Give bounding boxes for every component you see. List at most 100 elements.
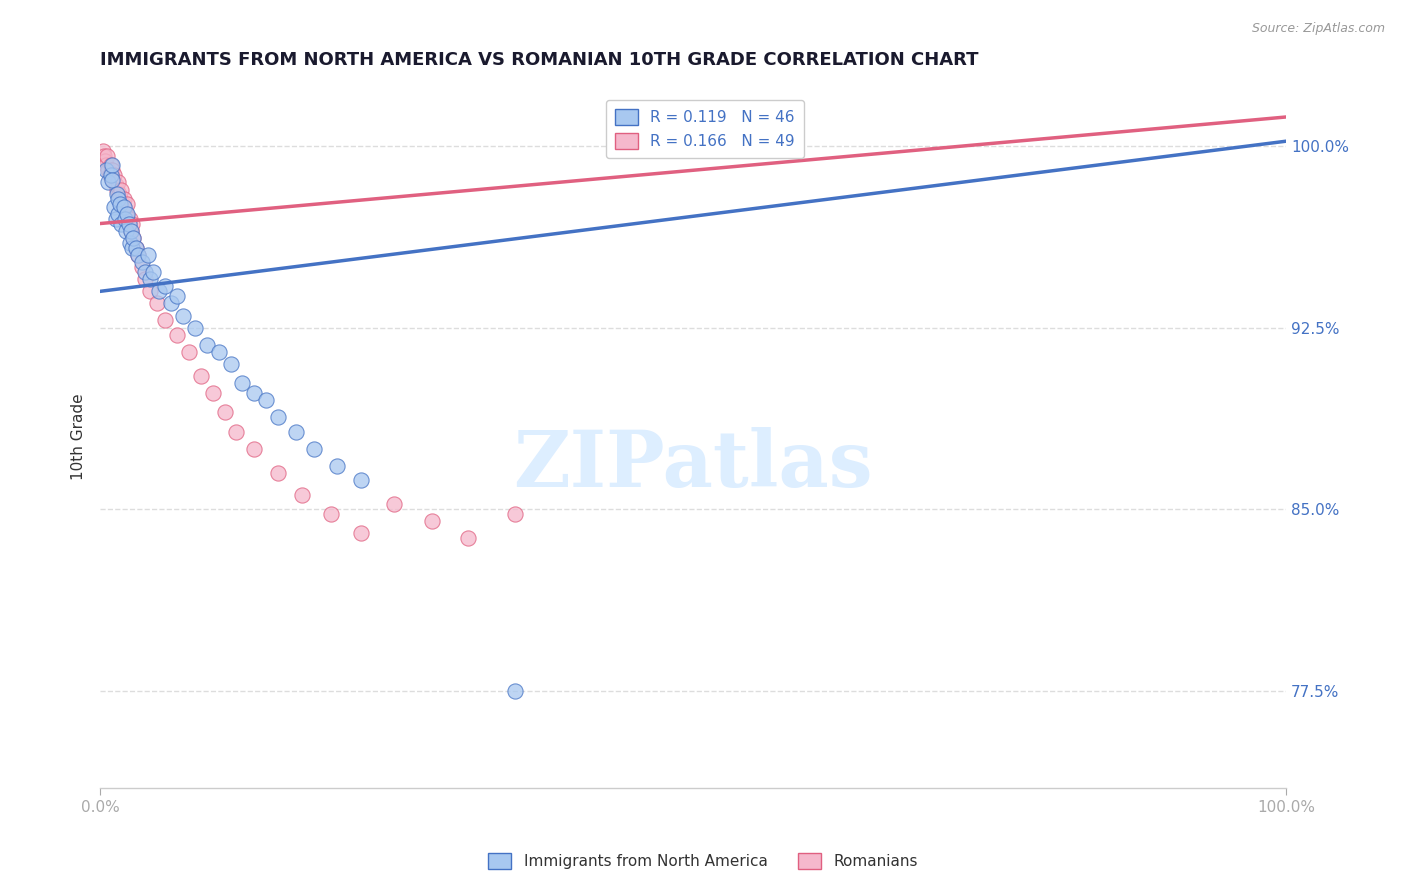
- Point: [503, 684, 526, 698]
- Point: [107, 207, 129, 221]
- Point: [125, 241, 148, 255]
- Point: [142, 265, 165, 279]
- Point: [115, 224, 138, 238]
- Point: [166, 289, 188, 303]
- Point: [155, 279, 177, 293]
- Point: [134, 272, 156, 286]
- Point: [101, 163, 124, 178]
- Point: [284, 425, 307, 439]
- Point: [201, 386, 224, 401]
- Point: [420, 515, 443, 529]
- Point: [110, 192, 132, 206]
- Point: [111, 197, 134, 211]
- Text: ZIPatlas: ZIPatlas: [513, 426, 873, 503]
- Point: [100, 158, 122, 172]
- Point: [101, 158, 124, 172]
- Point: [291, 488, 314, 502]
- Point: [120, 224, 142, 238]
- Point: [350, 473, 373, 487]
- Point: [503, 507, 526, 521]
- Point: [139, 285, 162, 299]
- Point: [117, 197, 139, 211]
- Text: IMMIGRANTS FROM NORTH AMERICA VS ROMANIAN 10TH GRADE CORRELATION CHART: IMMIGRANTS FROM NORTH AMERICA VS ROMANIA…: [100, 51, 979, 69]
- Point: [172, 309, 194, 323]
- Point: [243, 442, 266, 456]
- Point: [160, 296, 183, 310]
- Point: [117, 217, 139, 231]
- Point: [115, 207, 138, 221]
- Point: [101, 173, 124, 187]
- Point: [100, 168, 122, 182]
- Point: [121, 217, 143, 231]
- Point: [104, 211, 127, 226]
- Legend: Immigrants from North America, Romanians: Immigrants from North America, Romanians: [482, 847, 924, 875]
- Point: [219, 357, 242, 371]
- Point: [184, 320, 207, 334]
- Point: [105, 183, 128, 197]
- Point: [97, 163, 120, 178]
- Point: [231, 376, 253, 391]
- Point: [350, 526, 373, 541]
- Point: [118, 235, 141, 250]
- Point: [105, 187, 128, 202]
- Point: [326, 458, 349, 473]
- Point: [321, 507, 343, 521]
- Point: [195, 337, 218, 351]
- Point: [114, 202, 136, 216]
- Point: [146, 296, 169, 310]
- Point: [96, 149, 118, 163]
- Point: [108, 187, 131, 202]
- Point: [148, 285, 170, 299]
- Point: [177, 344, 200, 359]
- Point: [101, 173, 124, 187]
- Point: [127, 248, 149, 262]
- Point: [190, 369, 212, 384]
- Text: Source: ZipAtlas.com: Source: ZipAtlas.com: [1251, 22, 1385, 36]
- Point: [208, 344, 231, 359]
- Point: [457, 532, 479, 546]
- Point: [155, 313, 177, 327]
- Point: [254, 393, 277, 408]
- Point: [98, 168, 121, 182]
- Point: [382, 498, 405, 512]
- Point: [139, 272, 162, 286]
- Point: [91, 144, 114, 158]
- Y-axis label: 10th Grade: 10th Grade: [72, 393, 86, 480]
- Point: [120, 224, 142, 238]
- Point: [94, 153, 117, 168]
- Point: [166, 327, 188, 342]
- Point: [214, 405, 236, 419]
- Point: [117, 217, 139, 231]
- Point: [110, 197, 132, 211]
- Point: [127, 248, 149, 262]
- Point: [97, 175, 120, 189]
- Point: [118, 211, 141, 226]
- Legend: R = 0.119   N = 46, R = 0.166   N = 49: R = 0.119 N = 46, R = 0.166 N = 49: [606, 100, 804, 158]
- Point: [117, 207, 139, 221]
- Point: [112, 200, 135, 214]
- Point: [134, 265, 156, 279]
- Point: [103, 168, 125, 182]
- Point: [103, 200, 125, 214]
- Point: [131, 260, 153, 274]
- Point: [104, 178, 127, 192]
- Point: [243, 386, 266, 401]
- Point: [125, 241, 148, 255]
- Point: [107, 192, 129, 206]
- Point: [107, 175, 129, 189]
- Point: [121, 241, 143, 255]
- Point: [136, 248, 159, 262]
- Point: [114, 211, 136, 226]
- Point: [267, 410, 290, 425]
- Point: [112, 192, 135, 206]
- Point: [267, 466, 290, 480]
- Point: [122, 231, 145, 245]
- Point: [302, 442, 325, 456]
- Point: [94, 158, 117, 172]
- Point: [93, 149, 115, 163]
- Point: [122, 231, 145, 245]
- Point: [110, 183, 132, 197]
- Point: [225, 425, 247, 439]
- Point: [131, 255, 153, 269]
- Point: [110, 217, 132, 231]
